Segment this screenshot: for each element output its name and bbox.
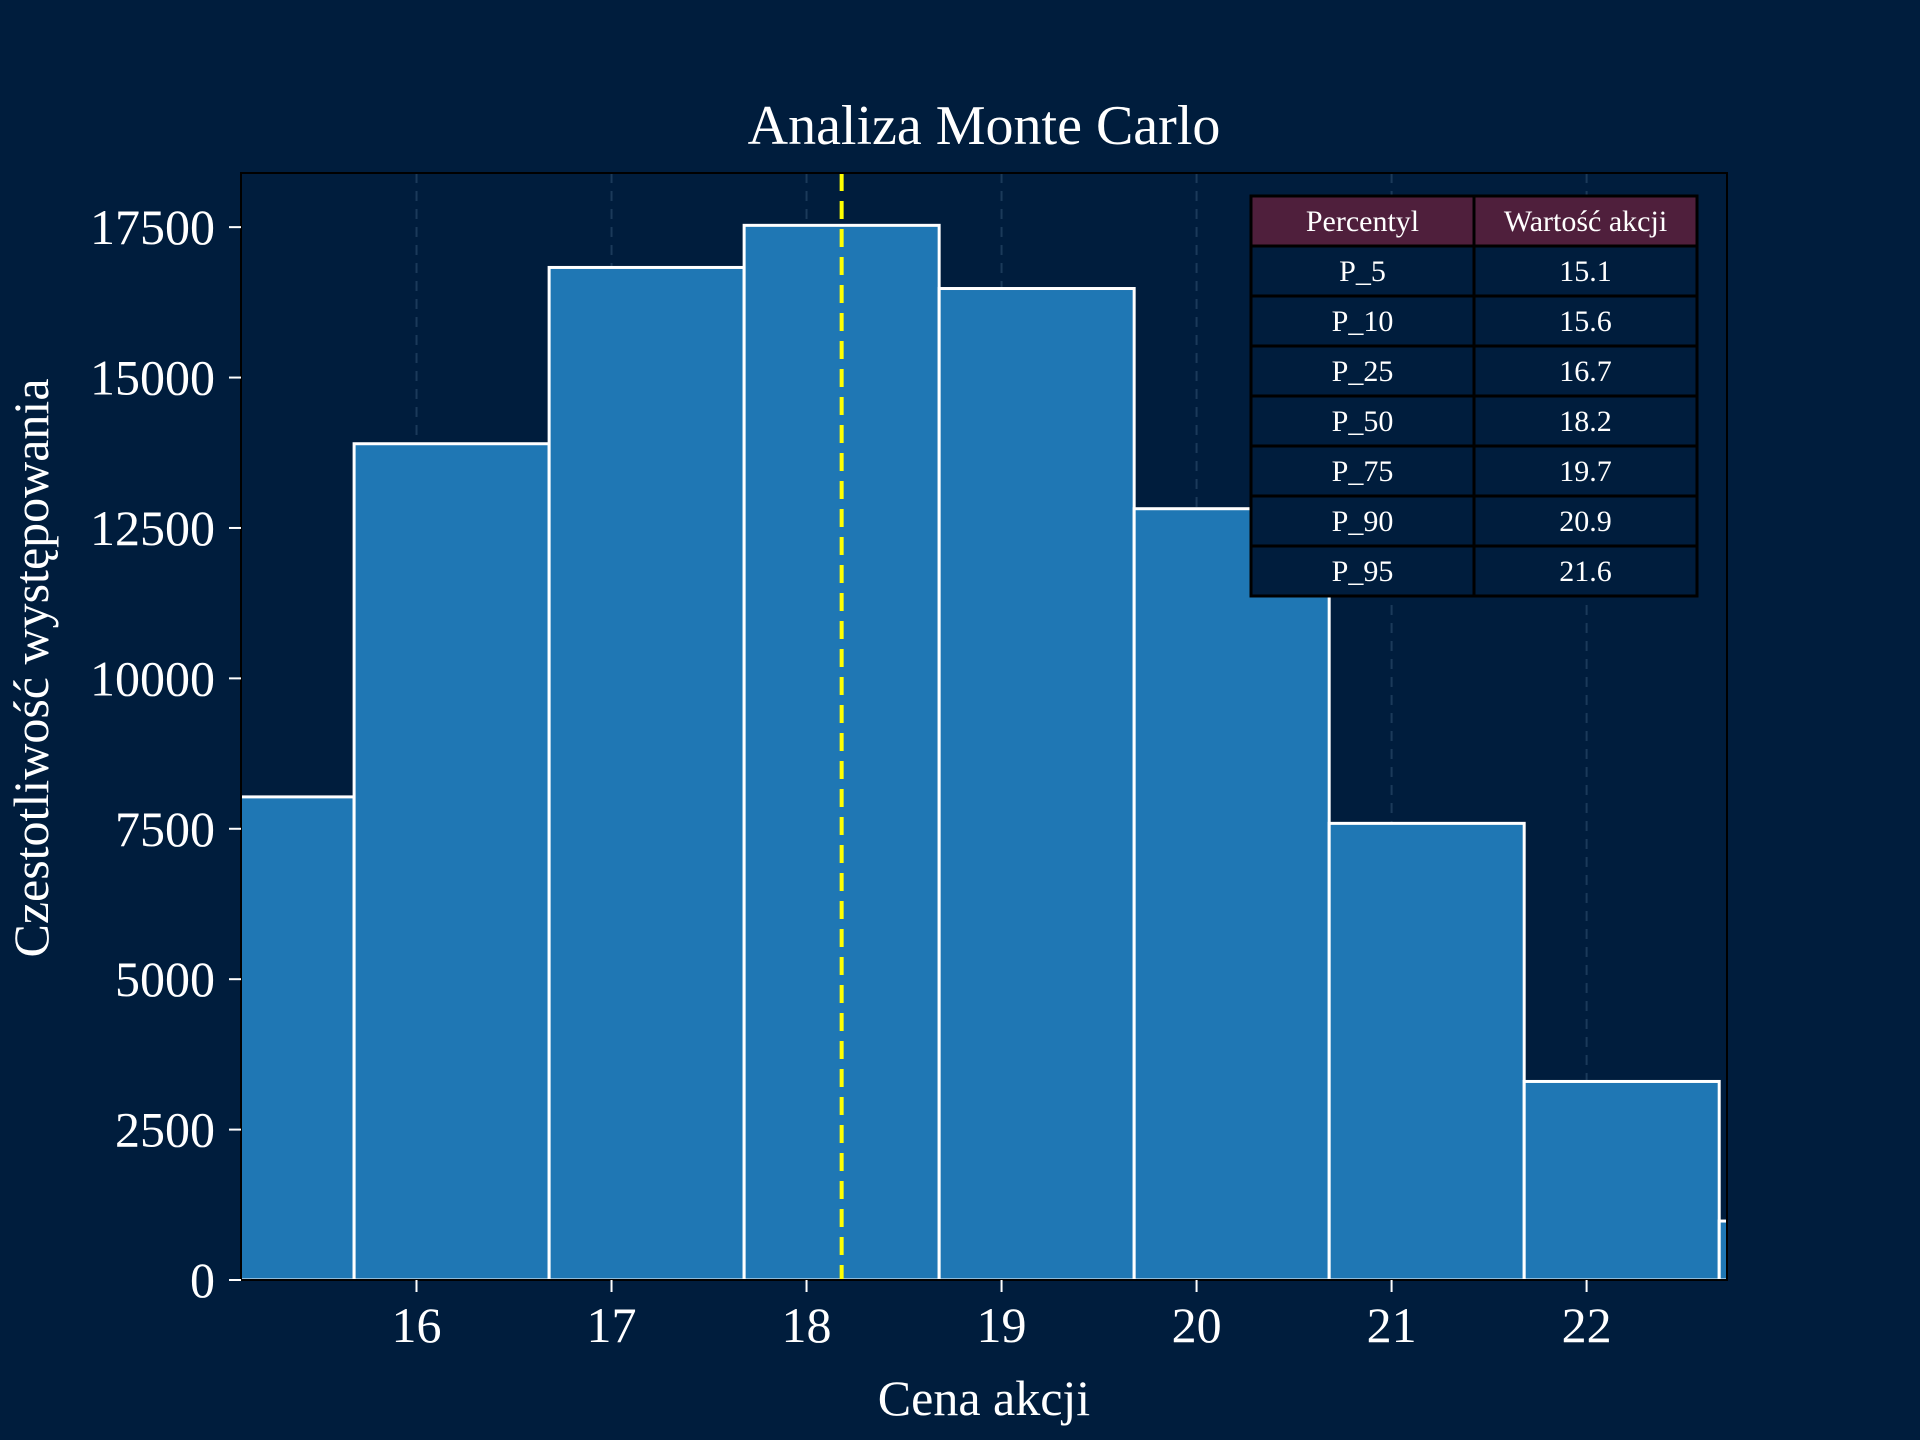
percentile-table: Percentyl Wartość akcji P_5 15.1 P_10 15.6 P_2… bbox=[1249, 194, 1699, 598]
table-cell-text: P_90 bbox=[1332, 505, 1394, 538]
table-cell-text: 15.1 bbox=[1559, 255, 1612, 288]
table-cell bbox=[1249, 294, 1476, 348]
table-cell bbox=[1472, 344, 1699, 398]
table-cell-text: 18.2 bbox=[1559, 405, 1612, 438]
histogram-bar bbox=[1717, 1219, 1727, 1280]
table-cell-text: 15.6 bbox=[1559, 305, 1612, 338]
table-cell-text: P_95 bbox=[1332, 555, 1394, 588]
table-cell-text: 21.6 bbox=[1559, 555, 1612, 588]
table-cell-text: P_75 bbox=[1332, 455, 1394, 488]
x-tick-label: 17 bbox=[587, 1297, 637, 1353]
table-cell bbox=[1472, 294, 1699, 348]
x-tick-label: 19 bbox=[977, 1297, 1027, 1353]
table-cell bbox=[1472, 444, 1699, 498]
x-axis-ticks: 16 17 18 19 20 21 22 bbox=[392, 1280, 1612, 1353]
table-cell-text: P_50 bbox=[1332, 405, 1394, 438]
x-tick-label: 20 bbox=[1172, 1297, 1222, 1353]
histogram-bar bbox=[1522, 1079, 1721, 1280]
y-axis-ticks: 0 2500 5000 7500 10000 12500 15000 17500 bbox=[90, 199, 241, 1308]
histogram-bar bbox=[937, 287, 1136, 1280]
histogram-bar bbox=[1327, 821, 1526, 1280]
x-tick-label: 16 bbox=[392, 1297, 442, 1353]
y-tick-label: 10000 bbox=[90, 650, 215, 706]
y-tick-label: 12500 bbox=[90, 500, 215, 556]
chart-title: Analiza Monte Carlo bbox=[748, 95, 1221, 157]
x-axis-label: Cena akcji bbox=[878, 1370, 1090, 1426]
y-axis-label: Czestotliwość występowania bbox=[3, 378, 59, 957]
x-tick-label: 18 bbox=[782, 1297, 832, 1353]
histogram-bar bbox=[241, 795, 356, 1280]
table-cell bbox=[1472, 244, 1699, 298]
y-tick-label: 15000 bbox=[90, 350, 215, 406]
histogram-bar bbox=[547, 265, 746, 1280]
table-cell-text: P_10 bbox=[1332, 305, 1394, 338]
table-cell bbox=[1249, 544, 1476, 598]
y-tick-label: 7500 bbox=[115, 801, 215, 857]
y-tick-label: 0 bbox=[190, 1252, 215, 1308]
table-cell-text: 19.7 bbox=[1559, 455, 1612, 488]
histogram-bar bbox=[352, 442, 551, 1280]
table-header-text: Wartość akcji bbox=[1504, 205, 1667, 238]
y-tick-label: 2500 bbox=[115, 1102, 215, 1158]
x-tick-label: 21 bbox=[1367, 1297, 1417, 1353]
y-tick-label: 5000 bbox=[115, 951, 215, 1007]
table-header-text: Percentyl bbox=[1306, 205, 1419, 238]
histogram-bars bbox=[241, 223, 1727, 1280]
table-cell bbox=[1249, 244, 1476, 298]
plot-frame bbox=[240, 172, 1728, 1281]
table-cell-text: 20.9 bbox=[1559, 505, 1612, 538]
table-cell-text: P_5 bbox=[1339, 255, 1386, 288]
histogram-bar bbox=[1132, 507, 1331, 1280]
x-tick-label: 22 bbox=[1562, 1297, 1612, 1353]
y-tick-label: 17500 bbox=[90, 199, 215, 255]
table-cell-text: P_25 bbox=[1332, 355, 1394, 388]
table-cell bbox=[1472, 544, 1699, 598]
table-cell-text: 16.7 bbox=[1559, 355, 1612, 388]
